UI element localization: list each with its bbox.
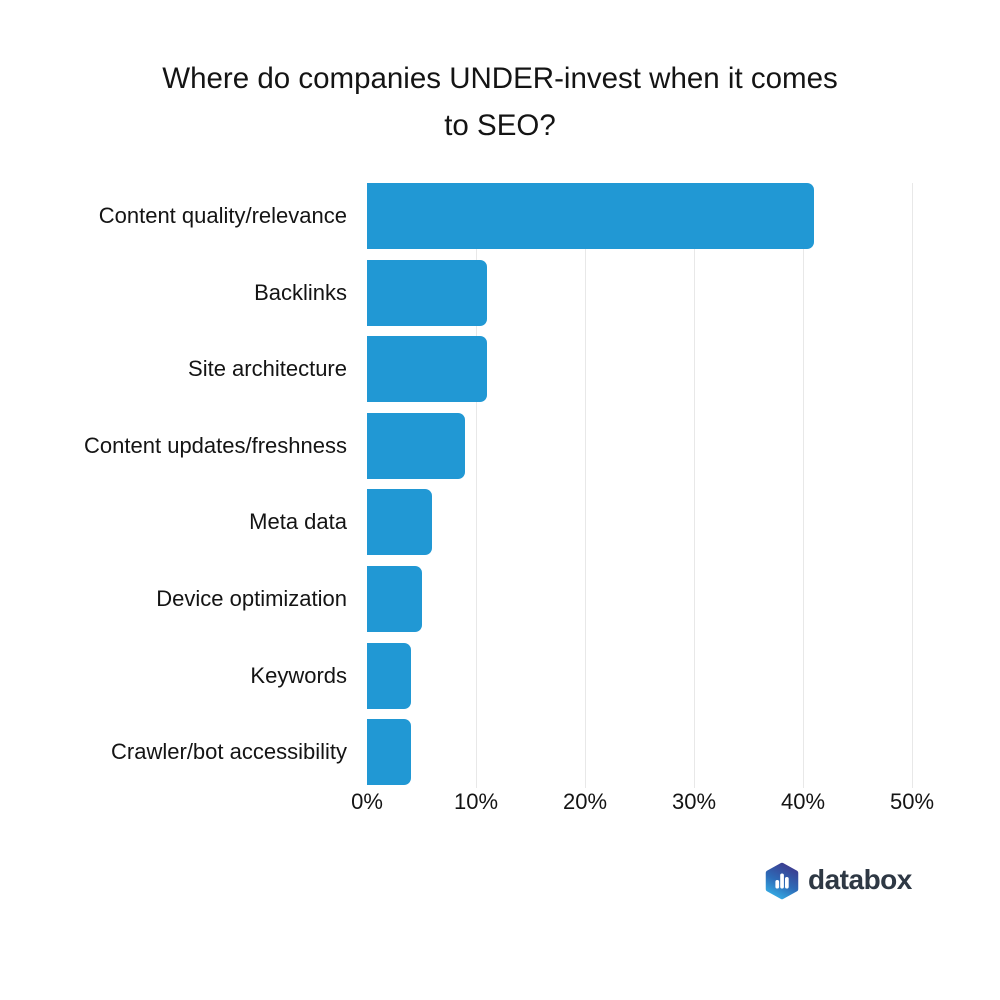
chart-title-line2: to SEO? [444,109,556,142]
databox-wordmark: databox [808,863,912,895]
x-tick-label: 50% [889,789,935,814]
bar [367,719,411,786]
category-label: Meta data [249,509,347,535]
chart-title: Where do companies UNDER-invest when it … [0,55,1000,149]
x-tick-label: 40% [780,789,826,814]
logo-bar-medium [785,877,789,889]
bar [367,489,433,556]
gridline [803,183,804,788]
x-tick-label: 10% [453,789,499,814]
databox-logo: databox [765,862,912,900]
x-tick-label: 30% [671,789,717,814]
category-label: Content updates/freshness [84,432,347,458]
plot-area [367,183,913,788]
bar [367,259,487,326]
logo-bar-tall [780,873,784,889]
x-tick-label: 20% [562,789,608,814]
category-label: Site architecture [188,356,347,382]
bar [367,566,422,632]
category-label: Keywords [250,662,347,688]
x-tick-label: 0% [351,789,383,814]
bar [367,336,487,403]
gridline [912,183,913,788]
logo-bar-small [775,880,780,889]
x-axis: 0% 10% 20% 30% 40% 50% [0,789,1000,819]
bar [367,412,466,479]
gridline [476,183,477,788]
category-label: Crawler/bot accessibility [111,739,347,765]
category-labels: Content quality/relevance Backlinks Site a… [0,183,357,788]
chart-title-line1: Where do companies UNDER-invest when it … [162,62,838,95]
gridline [585,183,586,788]
gridline [694,183,695,788]
category-label: Device optimization [156,586,347,611]
bar [367,183,814,249]
bar [367,642,411,709]
databox-hexagon-icon [765,862,799,900]
category-label: Content quality/relevance [98,203,347,228]
category-label: Backlinks [254,279,347,305]
